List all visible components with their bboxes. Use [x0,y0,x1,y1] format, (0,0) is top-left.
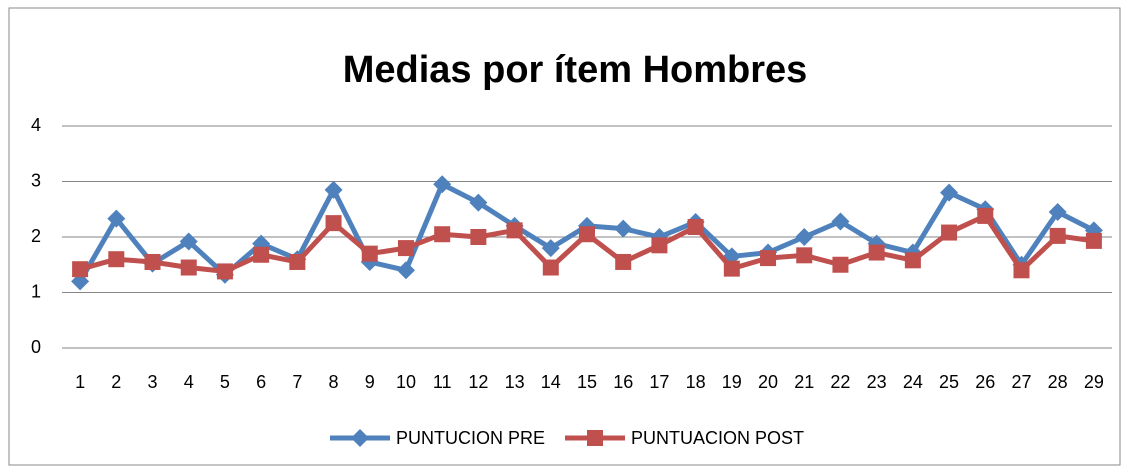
x-tick-label: 3 [148,372,158,392]
x-tick-label: 22 [830,372,850,392]
square-marker [361,245,378,262]
square-marker [325,215,342,232]
x-tick-label: 7 [292,372,302,392]
x-tick-label: 13 [505,372,525,392]
square-marker [180,259,197,276]
x-tick-label: 10 [396,372,416,392]
square-marker [253,246,270,263]
square-marker [904,252,921,269]
diamond-marker [469,193,488,212]
square-marker [144,253,161,270]
diamond-marker [351,429,369,447]
square-marker [760,250,777,267]
x-tick-label: 1 [75,372,85,392]
x-tick-label: 19 [722,372,742,392]
diamond-marker [541,239,560,258]
square-marker [723,260,740,277]
x-tick-label: 5 [220,372,230,392]
square-marker [72,261,89,278]
square-marker [470,229,487,245]
diamond-marker [396,261,415,280]
x-tick-label: 18 [686,372,706,392]
x-tick-label: 9 [365,372,375,392]
x-tick-label: 2 [111,372,121,392]
diamond-marker [940,183,959,202]
diamond-marker [433,175,452,194]
x-tick-label: 17 [649,372,669,392]
diamond-marker [179,232,198,251]
x-tick-label: 29 [1084,372,1104,392]
y-tick-label: 4 [31,115,41,135]
square-marker [1049,227,1066,244]
x-tick-label: 16 [613,372,633,392]
square-marker [651,237,668,254]
square-marker [542,259,559,276]
x-tick-label: 27 [1011,372,1031,392]
x-tick-label: 28 [1048,372,1068,392]
square-marker [941,224,958,241]
diamond-marker [324,180,343,199]
x-tick-label: 12 [468,372,488,392]
square-marker [977,207,994,224]
diamond-marker [614,219,633,238]
diamond-marker [795,228,814,246]
x-tick-label: 4 [184,372,194,392]
diamond-marker [1048,203,1067,222]
square-marker [687,219,704,236]
square-marker [434,226,451,243]
x-tick-label: 11 [433,372,452,392]
square-marker [579,226,595,243]
x-tick-label: 14 [541,372,561,392]
square-marker [1013,262,1030,279]
x-tick-label: 24 [903,372,923,392]
square-marker [506,222,523,239]
square-marker [397,240,414,257]
square-marker [587,430,603,446]
y-tick-label: 1 [31,281,41,301]
y-tick-label: 2 [31,226,41,246]
x-tick-label: 21 [794,372,814,392]
diamond-marker [831,212,850,231]
legend-label: PUNTUACION POST [631,428,804,448]
x-tick-label: 8 [329,372,339,392]
x-tick-label: 15 [577,372,597,392]
square-marker [615,253,632,270]
square-marker [108,251,125,268]
square-marker [216,263,233,280]
legend-label: PUNTUCION PRE [396,428,545,448]
square-marker [1085,232,1102,249]
square-marker [832,256,849,273]
y-tick-label: 3 [31,170,41,190]
chart-title: Medias por ítem Hombres [343,49,808,91]
x-tick-label: 26 [975,372,995,392]
square-marker [868,244,885,261]
square-marker [289,253,306,270]
diamond-marker [107,209,126,228]
x-tick-label: 23 [867,372,887,392]
square-marker [796,247,813,264]
x-tick-label: 25 [939,372,959,392]
x-tick-label: 6 [256,372,266,392]
x-tick-label: 20 [758,372,778,392]
y-tick-label: 0 [31,337,41,357]
